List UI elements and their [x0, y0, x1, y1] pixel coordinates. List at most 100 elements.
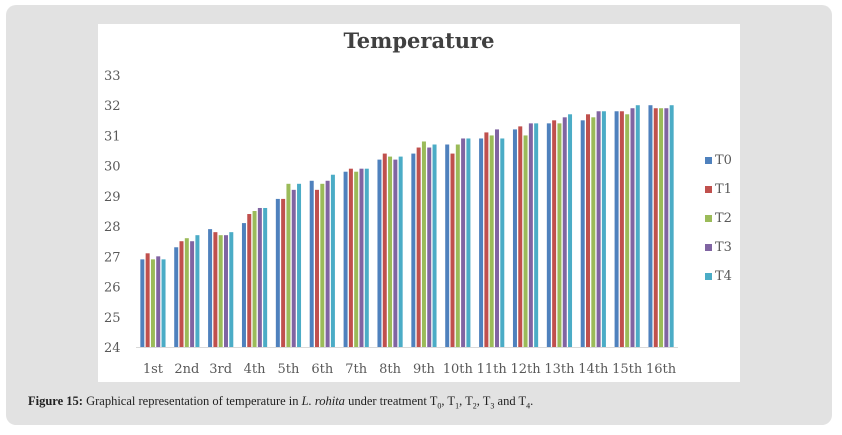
bar-t1-3rd: [213, 232, 218, 347]
bar-t1-10th: [450, 153, 455, 347]
bar-t4-2nd: [195, 235, 200, 347]
bar-t2-9th: [421, 141, 426, 347]
y-tick-label: 27: [104, 250, 121, 265]
caption-t4: T: [518, 394, 527, 408]
caption-sep: ,: [441, 394, 448, 408]
legend-item-t1: T1: [705, 182, 732, 197]
bar-t2-5th: [286, 183, 291, 347]
x-tick-label: 3rd: [209, 362, 232, 377]
bar-t3-5th: [291, 189, 296, 347]
bar-t2-13th: [557, 123, 562, 347]
chart-title: Temperature: [343, 28, 495, 53]
legend-swatch: [705, 273, 712, 280]
bar-t2-15th: [625, 114, 630, 347]
caption-t0-sub: 0: [437, 401, 442, 411]
x-tick-label: 11th: [477, 362, 508, 377]
bar-t2-6th: [320, 183, 325, 347]
bar-t0-4th: [241, 223, 246, 347]
bar-t2-4th: [252, 211, 257, 347]
bar-t4-15th: [635, 105, 640, 347]
x-tick-label: 5th: [278, 362, 300, 377]
bar-t4-3rd: [229, 232, 234, 347]
legend-item-t4: T4: [705, 269, 732, 284]
x-tick-label: 7th: [345, 362, 367, 377]
legend-item-t2: T2: [705, 211, 732, 226]
bar-t3-9th: [427, 147, 432, 347]
y-axis: 24 25 26 27 28 29 30 31 32 33: [104, 69, 121, 356]
legend-swatch: [705, 157, 712, 164]
bar-t4-6th: [330, 174, 335, 347]
bar-t3-6th: [325, 180, 330, 347]
bar-t3-3rd: [223, 235, 228, 347]
bar-t4-5th: [297, 183, 302, 347]
bar-t0-2nd: [174, 247, 179, 347]
bar-t1-2nd: [179, 241, 184, 347]
bar-t0-14th: [580, 120, 585, 347]
y-tick-label: 25: [104, 311, 121, 326]
caption-and: and: [494, 394, 519, 408]
caption-t2: T: [465, 394, 473, 408]
bar-t2-2nd: [184, 238, 189, 347]
y-tick-label: 32: [104, 99, 121, 114]
bar-t1-4th: [247, 214, 252, 347]
bar-t0-3rd: [208, 229, 213, 347]
bar-t1-5th: [281, 198, 286, 347]
legend-label: T2: [715, 211, 732, 226]
bar-t3-11th: [494, 129, 499, 347]
bar-t4-9th: [432, 144, 437, 347]
bar-t1-15th: [619, 111, 624, 348]
legend-swatch: [705, 215, 712, 222]
bar-t1-11th: [484, 132, 489, 347]
x-tick-label: 8th: [379, 362, 401, 377]
bar-t1-8th: [382, 153, 387, 347]
legend-label: T1: [715, 182, 732, 197]
bar-t4-11th: [500, 138, 505, 347]
x-tick-label: 6th: [311, 362, 333, 377]
caption-t3: T: [482, 394, 491, 408]
caption-label: Figure 15:: [28, 394, 83, 408]
bar-t4-14th: [601, 111, 606, 348]
x-axis: 1st 2nd 3rd 4th 5th 6th 7th 8th 9th 10th 11th 12th 1…: [143, 362, 677, 377]
legend-item-t3: T3: [705, 240, 732, 255]
bar-t0-7th: [343, 171, 348, 347]
y-tick-label: 33: [104, 69, 121, 84]
bar-t3-12th: [528, 123, 533, 347]
bar-t3-7th: [359, 168, 364, 347]
legend-swatch: [705, 186, 712, 193]
bar-t2-14th: [591, 117, 596, 347]
x-tick-label: 2nd: [174, 362, 199, 377]
bar-t3-2nd: [190, 241, 195, 347]
caption-text-2: under treatment: [344, 394, 430, 408]
legend-label: T4: [715, 269, 732, 284]
caption-text: Graphical representation of temperature …: [82, 394, 302, 408]
bar-t2-10th: [455, 144, 460, 347]
x-tick-label: 1st: [143, 362, 164, 377]
bar-t0-5th: [275, 198, 280, 347]
bar-t2-16th: [659, 108, 664, 348]
x-tick-label: 14th: [578, 362, 609, 377]
y-tick-label: 30: [104, 160, 121, 175]
x-tick-label: 12th: [510, 362, 541, 377]
bar-t0-16th: [648, 105, 653, 347]
caption-t0: T: [429, 394, 438, 408]
bar-t2-3rd: [218, 235, 223, 347]
caption-sep: ,: [476, 394, 483, 408]
y-tick-label: 29: [104, 190, 121, 205]
bar-t3-4th: [257, 207, 262, 347]
bar-t3-8th: [393, 159, 398, 347]
legend-label: T3: [715, 240, 732, 255]
bar-t1-7th: [348, 168, 353, 347]
figure-caption: Figure 15: Graphical representation of t…: [28, 394, 533, 411]
bar-t3-1st: [156, 256, 161, 347]
bar-t3-14th: [596, 111, 601, 348]
bar-t0-8th: [377, 159, 382, 347]
bar-t0-12th: [512, 129, 517, 347]
x-tick-label: 13th: [544, 362, 575, 377]
bar-t4-13th: [568, 114, 573, 347]
x-tick-label: 16th: [646, 362, 677, 377]
bar-t1-1st: [145, 253, 150, 347]
bar-t1-13th: [552, 120, 557, 347]
bar-t0-6th: [309, 180, 314, 347]
x-tick-label: 4th: [244, 362, 266, 377]
y-tick-label: 24: [104, 341, 121, 356]
